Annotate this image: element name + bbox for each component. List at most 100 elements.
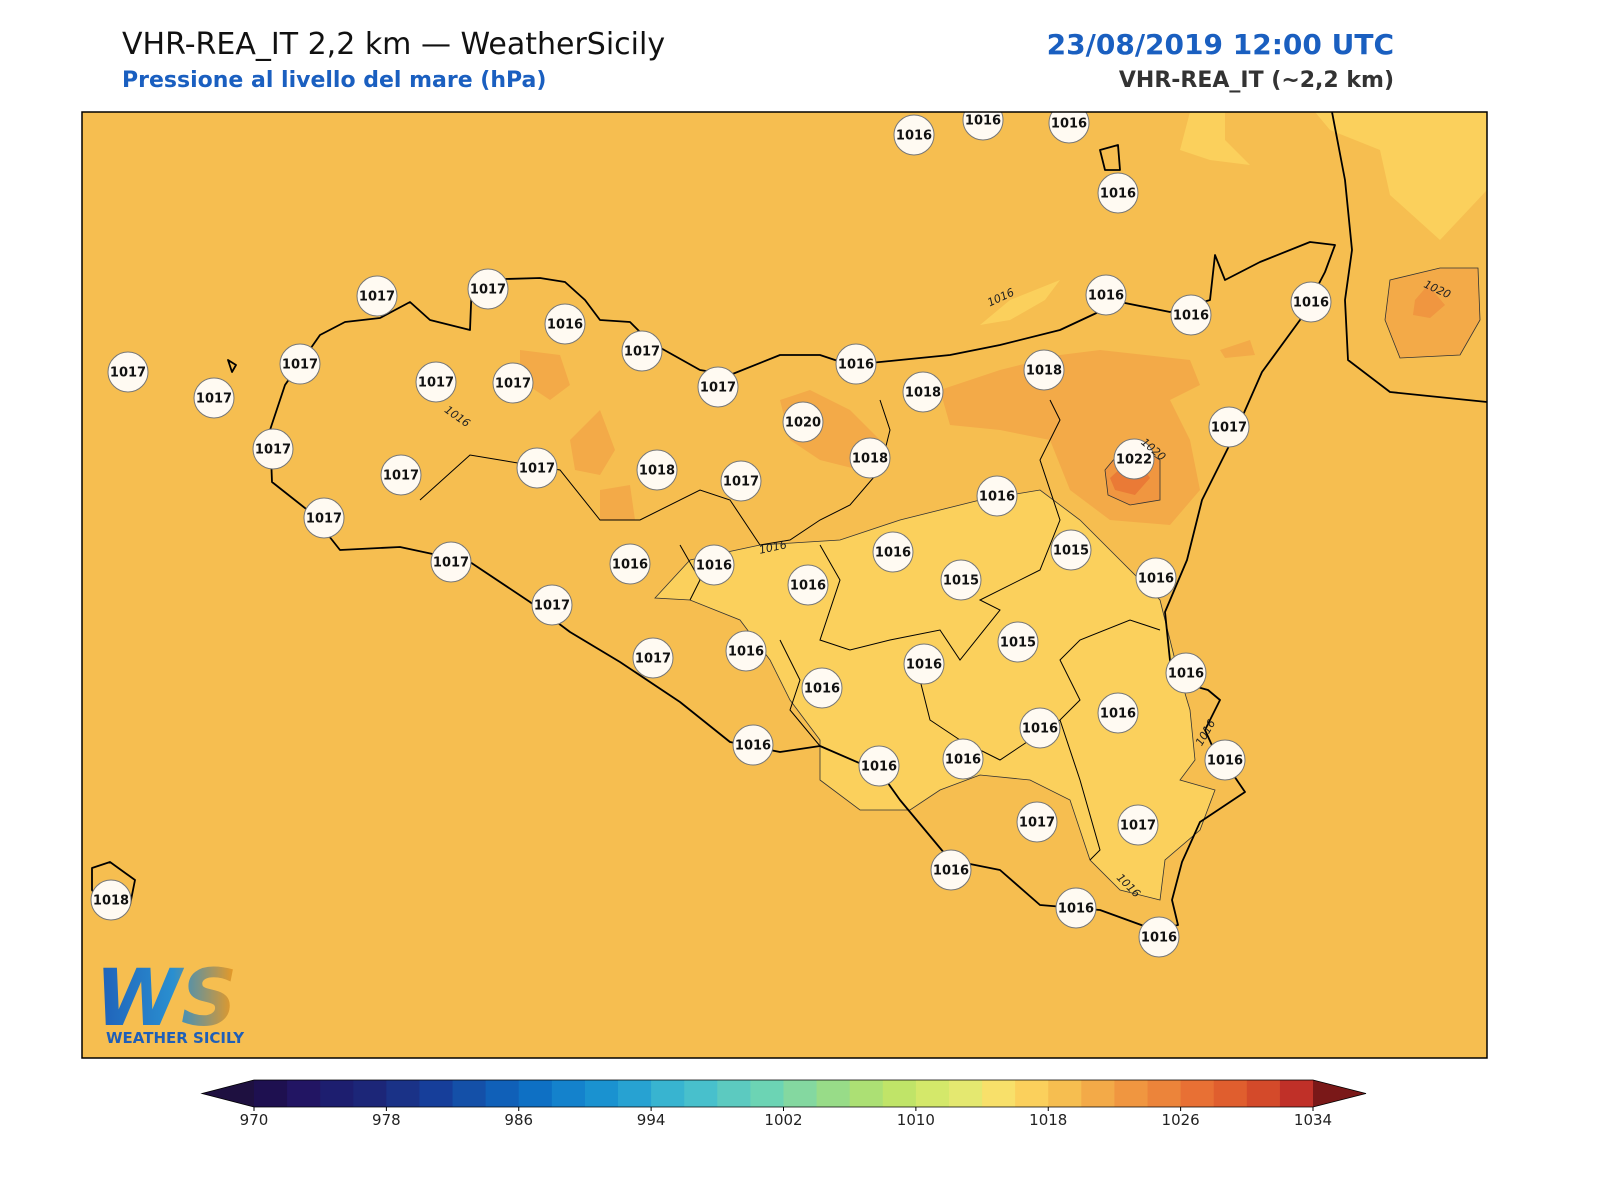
station-marker bbox=[1113, 438, 1155, 480]
colorbar-segment bbox=[1213, 1080, 1248, 1107]
station: 1017 bbox=[492, 362, 534, 404]
station-marker bbox=[1208, 406, 1250, 448]
station: 1017 bbox=[720, 460, 762, 502]
colorbar-tick-label: 1002 bbox=[764, 1111, 802, 1129]
colorbar-segment bbox=[1114, 1080, 1149, 1107]
station-value: 1018 bbox=[1026, 364, 1062, 379]
colorbar-segment bbox=[1081, 1080, 1115, 1107]
station: 1017 bbox=[621, 330, 663, 372]
colorbar-segment bbox=[1147, 1080, 1182, 1107]
station-value: 1016 bbox=[547, 318, 583, 333]
station-marker bbox=[279, 343, 321, 385]
colorbar-segment bbox=[618, 1080, 652, 1107]
colorbar-segment bbox=[254, 1080, 288, 1107]
station: 1017 bbox=[467, 268, 509, 310]
station-marker bbox=[940, 559, 982, 601]
station-marker bbox=[380, 454, 422, 496]
station: 1017 bbox=[279, 343, 321, 385]
colorbar-segment bbox=[882, 1080, 917, 1107]
station-marker bbox=[1016, 801, 1058, 843]
area-1018 bbox=[520, 268, 1480, 525]
station-value: 1016 bbox=[861, 760, 897, 775]
station-marker bbox=[1097, 172, 1139, 214]
station-value: 1017 bbox=[359, 290, 395, 305]
station-value: 1016 bbox=[896, 129, 932, 144]
station: 1016 bbox=[1085, 274, 1127, 316]
station-value: 1016 bbox=[804, 682, 840, 697]
station-value: 1016 bbox=[933, 864, 969, 879]
station-value: 1015 bbox=[1053, 544, 1089, 559]
station-value: 1016 bbox=[1051, 117, 1087, 132]
station-value: 1017 bbox=[383, 469, 419, 484]
station-marker bbox=[90, 879, 132, 921]
colorbar-tick-label: 1026 bbox=[1162, 1111, 1200, 1129]
colorbar-segment bbox=[717, 1080, 751, 1107]
station-marker bbox=[1170, 294, 1212, 336]
station: 1016 bbox=[1055, 887, 1097, 929]
station-marker bbox=[1085, 274, 1127, 316]
station-value: 1016 bbox=[612, 558, 648, 573]
station-value: 1017 bbox=[306, 512, 342, 527]
station-value: 1016 bbox=[906, 658, 942, 673]
station-value: 1018 bbox=[93, 894, 129, 909]
station-value: 1022 bbox=[1116, 453, 1152, 468]
station: 1016 bbox=[893, 114, 935, 156]
station: 1016 bbox=[1048, 112, 1090, 144]
station-value: 1016 bbox=[1207, 754, 1243, 769]
station-value: 1020 bbox=[785, 416, 821, 431]
station-marker bbox=[835, 343, 877, 385]
station: 1017 bbox=[632, 637, 674, 679]
colorbar-segment bbox=[287, 1080, 321, 1107]
station: 1016 bbox=[801, 667, 843, 709]
station: 1018 bbox=[902, 371, 944, 413]
station-value: 1016 bbox=[838, 358, 874, 373]
station: 1017 bbox=[107, 351, 149, 393]
station-marker bbox=[849, 437, 891, 479]
station: 1016 bbox=[903, 643, 945, 685]
station: 1016 bbox=[1138, 916, 1180, 958]
colorbar-tick-label: 978 bbox=[372, 1111, 401, 1129]
colorbar-segment bbox=[684, 1080, 718, 1107]
station-marker bbox=[621, 330, 663, 372]
station-value: 1017 bbox=[624, 345, 660, 360]
station: 1018 bbox=[636, 449, 678, 491]
station: 1016 bbox=[1135, 557, 1177, 599]
colorbar-segment bbox=[948, 1080, 983, 1107]
station-marker bbox=[697, 366, 739, 408]
station: 1017 bbox=[531, 584, 573, 626]
datetime: 23/08/2019 12:00 UTC bbox=[1047, 28, 1394, 61]
station-marker bbox=[902, 371, 944, 413]
station: 1015 bbox=[997, 621, 1039, 663]
colorbar-segment bbox=[518, 1080, 553, 1107]
station: 1017 bbox=[415, 361, 457, 403]
colorbar-segment bbox=[1048, 1080, 1082, 1107]
colorbar-segment bbox=[750, 1080, 784, 1107]
colorbar-segment bbox=[353, 1080, 387, 1107]
station: 1016 bbox=[787, 564, 829, 606]
station-marker bbox=[107, 351, 149, 393]
station-marker bbox=[1135, 557, 1177, 599]
station: 1016 bbox=[835, 343, 877, 385]
station: 1020 bbox=[782, 401, 824, 443]
station-value: 1016 bbox=[1088, 289, 1124, 304]
station-value: 1016 bbox=[790, 579, 826, 594]
station: 1022 bbox=[1113, 438, 1155, 480]
colorbar: 970 978 986 994 1002 1010 1018 1026 1034 bbox=[200, 1079, 1367, 1129]
station-value: 1016 bbox=[1168, 667, 1204, 682]
station-value: 1017 bbox=[418, 376, 454, 391]
station: 1017 bbox=[516, 447, 558, 489]
station-value: 1016 bbox=[1100, 187, 1136, 202]
station-marker bbox=[1048, 112, 1090, 144]
station-value: 1016 bbox=[965, 114, 1001, 129]
station-marker bbox=[531, 584, 573, 626]
station-value: 1016 bbox=[696, 559, 732, 574]
map-frame bbox=[81, 111, 1488, 1059]
colorbar-segment bbox=[1180, 1080, 1215, 1107]
station: 1017 bbox=[380, 454, 422, 496]
logo: WS WEATHER SICILY bbox=[95, 954, 245, 1047]
station-value: 1017 bbox=[700, 381, 736, 396]
station: 1016 bbox=[1290, 281, 1332, 323]
station-value: 1016 bbox=[1293, 296, 1329, 311]
station-marker bbox=[609, 543, 651, 585]
station-marker bbox=[930, 849, 972, 891]
